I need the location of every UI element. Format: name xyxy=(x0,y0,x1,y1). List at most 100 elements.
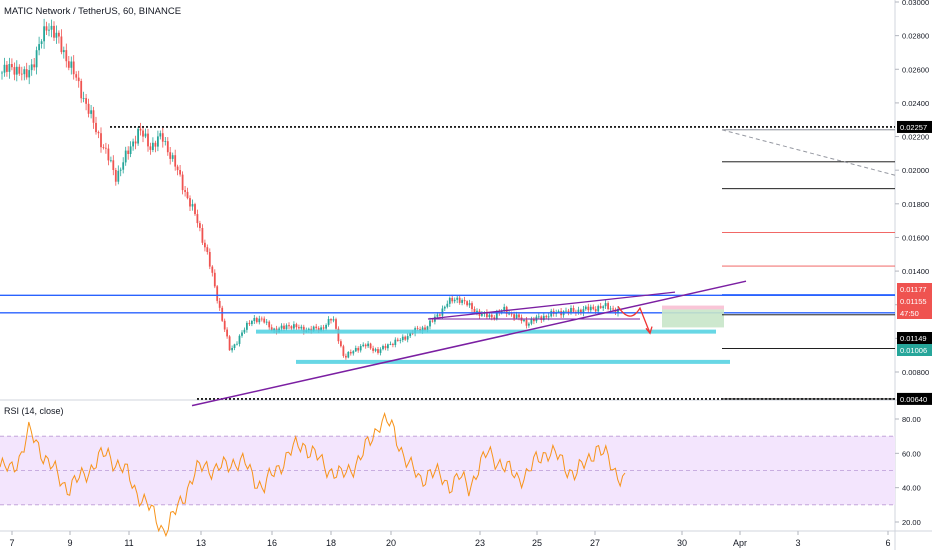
candle-body xyxy=(426,326,429,330)
candle-body xyxy=(481,313,483,316)
price-axis[interactable]: 0.03000 0.02800 0.02600 0.02400 0.02200 0.020… xyxy=(895,0,932,527)
x-tick-label: 16 xyxy=(267,538,277,548)
candle-body xyxy=(241,332,243,336)
fib-trend-dashed-line[interactable] xyxy=(721,129,896,176)
candle-body xyxy=(236,343,238,345)
candle-body xyxy=(446,303,449,307)
price-tag-countdown: 47:50 xyxy=(900,309,919,318)
candle-body xyxy=(139,128,142,131)
candle-body xyxy=(389,344,392,345)
candle-body xyxy=(260,318,263,320)
y-tick-label: 0.02400 xyxy=(902,99,929,108)
candle-body xyxy=(97,132,100,134)
candle-body xyxy=(216,286,219,301)
candle-body xyxy=(33,64,36,68)
candle-body xyxy=(466,301,468,306)
candle-body xyxy=(488,314,491,317)
candle-body xyxy=(528,323,530,326)
candle-body xyxy=(317,328,320,331)
candle-body xyxy=(238,335,241,344)
candle-body xyxy=(270,327,273,331)
candle-body xyxy=(62,50,65,53)
candle-body xyxy=(421,327,424,331)
drawings-layer xyxy=(0,126,896,407)
candle-body xyxy=(515,314,518,319)
candle-body xyxy=(337,328,340,342)
price-tag-black-bg xyxy=(897,332,932,344)
candle-body xyxy=(1,72,3,74)
projection-arrowhead xyxy=(645,326,653,335)
x-tick-label: 7 xyxy=(9,538,14,548)
candle-body xyxy=(295,324,298,328)
x-tick-label: 9 xyxy=(67,538,72,548)
candle-body xyxy=(587,306,590,311)
candle-body xyxy=(577,309,580,313)
candle-body xyxy=(231,348,233,351)
candle-body xyxy=(404,336,407,340)
candle-body xyxy=(253,318,256,321)
candle-body xyxy=(602,306,605,309)
candle-body xyxy=(40,41,43,44)
candle-body xyxy=(273,328,275,331)
short-position-risk[interactable] xyxy=(662,305,724,310)
candle-body xyxy=(110,160,112,162)
candle-body xyxy=(171,155,174,159)
candle-body xyxy=(570,308,572,313)
candle-body xyxy=(342,346,345,356)
candle-body xyxy=(431,320,434,322)
candle-body xyxy=(369,343,372,349)
candle-body xyxy=(448,297,451,304)
candle-body xyxy=(77,77,80,82)
candle-body xyxy=(152,142,154,150)
candle-body xyxy=(53,25,55,38)
time-axis[interactable]: 7 9 11 13 16 18 20 23 25 27 30 Apr 3 6 xyxy=(9,531,891,548)
candle-body xyxy=(45,26,48,31)
candle-body xyxy=(154,142,157,147)
candle-body xyxy=(65,50,68,62)
candle-body xyxy=(530,319,533,324)
candle-body xyxy=(377,349,379,353)
candle-body xyxy=(204,242,206,248)
rising-trendline[interactable] xyxy=(191,280,747,407)
candle-body xyxy=(3,64,6,73)
wedge-upper-line[interactable] xyxy=(427,291,676,320)
candle-body xyxy=(117,170,120,182)
candle-body xyxy=(567,310,570,313)
candle-body xyxy=(189,198,191,207)
candle-body xyxy=(263,318,266,323)
candle-body xyxy=(490,314,493,318)
candle-body xyxy=(50,25,53,30)
candle-body xyxy=(604,303,607,307)
cyan-zone[interactable] xyxy=(256,329,716,334)
candle-body xyxy=(614,309,617,314)
candle-body xyxy=(592,306,595,310)
candle-body xyxy=(439,314,441,316)
candle-body xyxy=(345,355,347,358)
candle-body xyxy=(458,297,461,303)
candle-body xyxy=(90,110,92,114)
candle-body xyxy=(114,170,117,182)
candle-body xyxy=(85,98,87,104)
cyan-zone[interactable] xyxy=(296,359,730,364)
candle-body xyxy=(409,333,412,337)
price-tag-resistance: 0.02257 xyxy=(900,123,927,132)
projection-arrow[interactable] xyxy=(617,306,651,334)
candle-body xyxy=(157,136,159,147)
candle-body xyxy=(617,309,619,314)
short-position-reward[interactable] xyxy=(662,309,724,328)
candle-body xyxy=(312,326,315,332)
candle-body xyxy=(396,339,399,341)
rsi-line xyxy=(0,411,626,538)
candle-body xyxy=(290,326,293,329)
candle-body xyxy=(124,150,127,163)
candle-body xyxy=(367,343,369,347)
x-tick-label: 25 xyxy=(532,538,542,548)
rsi-y-tick-label: 60.00 xyxy=(902,449,921,458)
candle-body xyxy=(283,325,285,329)
candle-body xyxy=(105,147,107,149)
candle-body xyxy=(181,174,184,191)
candle-body xyxy=(510,313,513,315)
candle-body xyxy=(169,152,172,159)
candle-body xyxy=(607,303,609,310)
